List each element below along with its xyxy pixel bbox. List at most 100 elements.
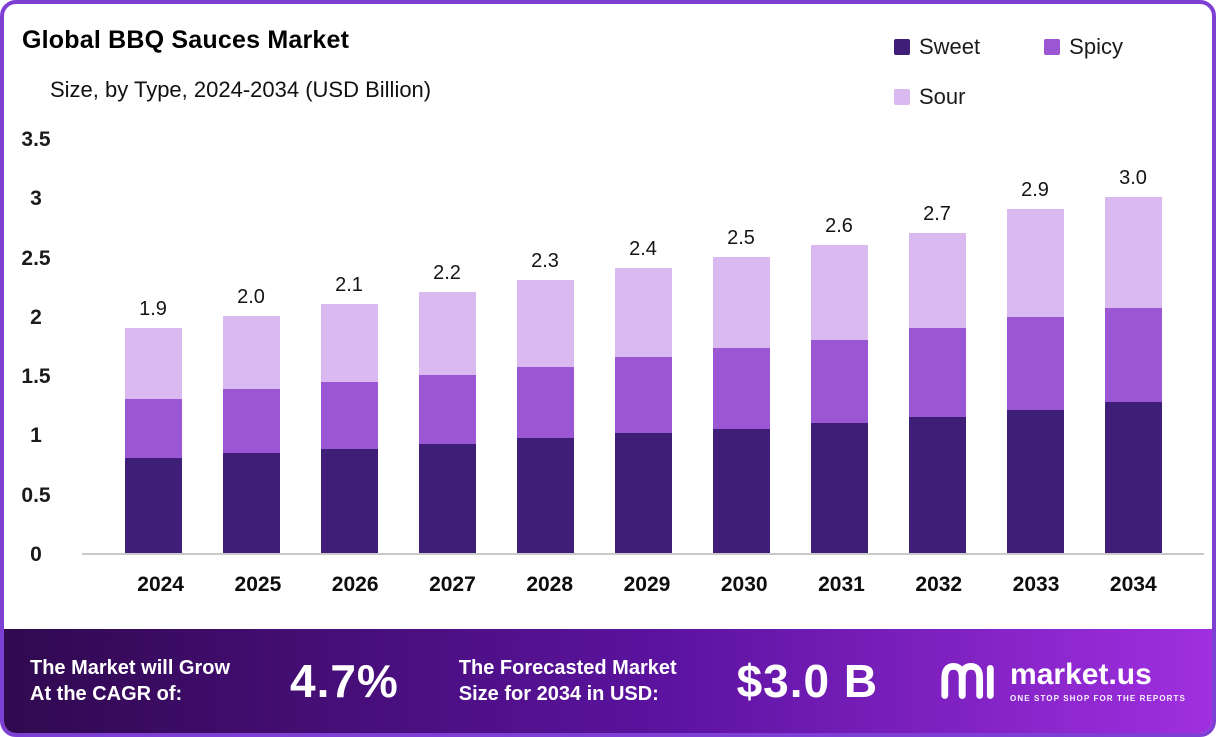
bar-total-label: 2.1 <box>335 274 363 297</box>
y-tick-label: 0 <box>30 543 42 566</box>
bar-segment-sour <box>222 315 280 390</box>
bar-segment-sour <box>1104 197 1162 308</box>
stacked-bar <box>320 304 378 553</box>
stacked-bar <box>712 256 770 553</box>
bar-total-label: 3.0 <box>1119 167 1147 190</box>
bar-column: 2.2 <box>398 140 496 553</box>
bar-total-label: 2.6 <box>825 214 853 237</box>
forecast-label: The Forecasted Market Size for 2034 in U… <box>459 655 677 707</box>
cagr-value: 4.7% <box>289 655 399 707</box>
y-tick-label: 2 <box>30 305 42 329</box>
bar-segment-sour <box>320 304 378 383</box>
stacked-bar <box>810 244 868 553</box>
bar-segment-spicy <box>124 398 182 459</box>
stacked-bar <box>222 315 280 553</box>
legend-swatch-sour <box>894 89 910 105</box>
bar-total-label: 2.0 <box>237 285 265 308</box>
legend-swatch-spicy <box>1044 39 1061 55</box>
x-tick-label: 2028 <box>526 573 574 596</box>
stacked-bar <box>418 292 476 553</box>
legend-label: Sour <box>919 84 966 109</box>
chart-area: 3.5 3 2.5 2 1.5 1 0.5 0 1.9 2.0 2.1 2.2 2.3 2.4 2.5 2.… <box>4 116 1212 566</box>
footer-banner: The Market will Grow At the CAGR of: 4.7… <box>4 629 1212 733</box>
bar-segment-spicy <box>1104 307 1162 403</box>
brand-name: market.us <box>1010 657 1152 691</box>
legend-swatch-sweet <box>894 39 910 55</box>
bar-segment-spicy <box>614 357 672 434</box>
x-tick-label: 2027 <box>429 573 476 596</box>
bar-total-label: 1.9 <box>139 297 167 320</box>
x-tick-label: 2034 <box>1109 573 1157 596</box>
bar-total-label: 2.2 <box>433 262 461 285</box>
bar-total-label: 2.4 <box>629 238 657 261</box>
bar-segment-sour <box>124 327 182 399</box>
stacked-bar <box>1104 197 1162 553</box>
bar-column: 2.4 <box>594 140 692 553</box>
bar-segment-sour <box>614 268 672 358</box>
legend: Sweet Spicy Sour <box>894 26 1186 110</box>
y-tick-label: 2.5 <box>21 246 51 270</box>
bar-segment-sour <box>418 292 476 376</box>
cagr-label-line1: The Market will Grow <box>30 657 231 679</box>
x-tick-label: 2031 <box>818 573 865 596</box>
chart-title: Global BBQ Sauces Market <box>22 26 350 54</box>
legend-item-sweet: Sweet <box>894 34 980 60</box>
stacked-bar <box>516 280 574 553</box>
bar-segment-sour <box>516 280 574 367</box>
cagr-label-line2: At the CAGR of: <box>30 683 183 705</box>
stacked-bar <box>1006 209 1064 553</box>
forecast-label-line2: Size for 2034 in USD: <box>458 683 659 705</box>
bar-total-label: 2.5 <box>727 226 755 249</box>
bar-segment-sweet <box>614 433 672 553</box>
y-tick-label: 1 <box>30 424 42 448</box>
stacked-bar <box>908 232 966 553</box>
bar-segment-spicy <box>810 339 868 423</box>
bar-column: 3.0 <box>1084 140 1182 553</box>
stacked-bar <box>614 268 672 553</box>
x-tick-label: 2030 <box>720 573 768 596</box>
forecast-value: $3.0 B <box>736 655 879 707</box>
brand-text: market.us ONE STOP SHOP FOR THE REPORTS <box>1010 657 1186 703</box>
chart-subtitle: Size, by Type, 2024-2034 (USD Billion) <box>50 77 432 102</box>
bar-segment-spicy <box>1006 317 1064 410</box>
bar-total-label: 2.9 <box>1021 179 1049 202</box>
x-tick-label: 2024 <box>137 573 184 596</box>
bar-total-label: 2.7 <box>923 202 951 225</box>
y-tick-label: 1.5 <box>21 365 51 389</box>
bar-segment-sweet <box>1104 402 1162 553</box>
bar-segment-spicy <box>516 366 574 438</box>
bar-column: 2.6 <box>790 140 888 553</box>
legend-item-spicy: Spicy <box>1044 34 1123 60</box>
bar-segment-spicy <box>418 375 476 444</box>
y-tick-label: 3 <box>30 187 42 211</box>
x-tick-label: 2025 <box>234 573 282 596</box>
bar-segment-spicy <box>320 382 378 449</box>
bar-column: 2.0 <box>202 140 300 553</box>
bar-segment-sweet <box>320 448 378 553</box>
plot-area: 1.9 2.0 2.1 2.2 2.3 2.4 2.5 2.6 2.7 2.9 3.0 <box>82 140 1204 555</box>
bar-column: 1.9 <box>104 140 202 553</box>
bar-column: 2.3 <box>496 140 594 553</box>
bar-column: 2.9 <box>986 140 1084 553</box>
legend-item-sour: Sour <box>894 84 965 110</box>
chart-header: Global BBQ Sauces Market Size, by Type, … <box>4 4 1212 116</box>
bar-total-label: 2.3 <box>531 250 559 273</box>
stacked-bar <box>124 327 182 553</box>
brand-block: market.us ONE STOP SHOP FOR THE REPORTS <box>938 656 1186 707</box>
bar-segment-sweet <box>516 438 574 553</box>
brand-tagline: ONE STOP SHOP FOR THE REPORTS <box>1010 693 1186 703</box>
cagr-label: The Market will Grow At the CAGR of: <box>30 655 230 707</box>
bar-column: 2.7 <box>888 140 986 553</box>
bar-segment-sour <box>908 232 966 328</box>
bar-column: 2.5 <box>692 140 790 553</box>
bar-column: 2.1 <box>300 140 398 553</box>
bar-segment-spicy <box>222 389 280 454</box>
market-us-logo-icon <box>938 656 1000 707</box>
x-tick-label: 2033 <box>1012 573 1060 596</box>
bar-segment-sour <box>712 256 770 348</box>
bar-segment-sweet <box>908 416 966 553</box>
y-axis: 3.5 3 2.5 2 1.5 1 0.5 0 <box>4 128 82 566</box>
bar-segment-spicy <box>908 327 966 417</box>
bar-segment-spicy <box>712 347 770 429</box>
